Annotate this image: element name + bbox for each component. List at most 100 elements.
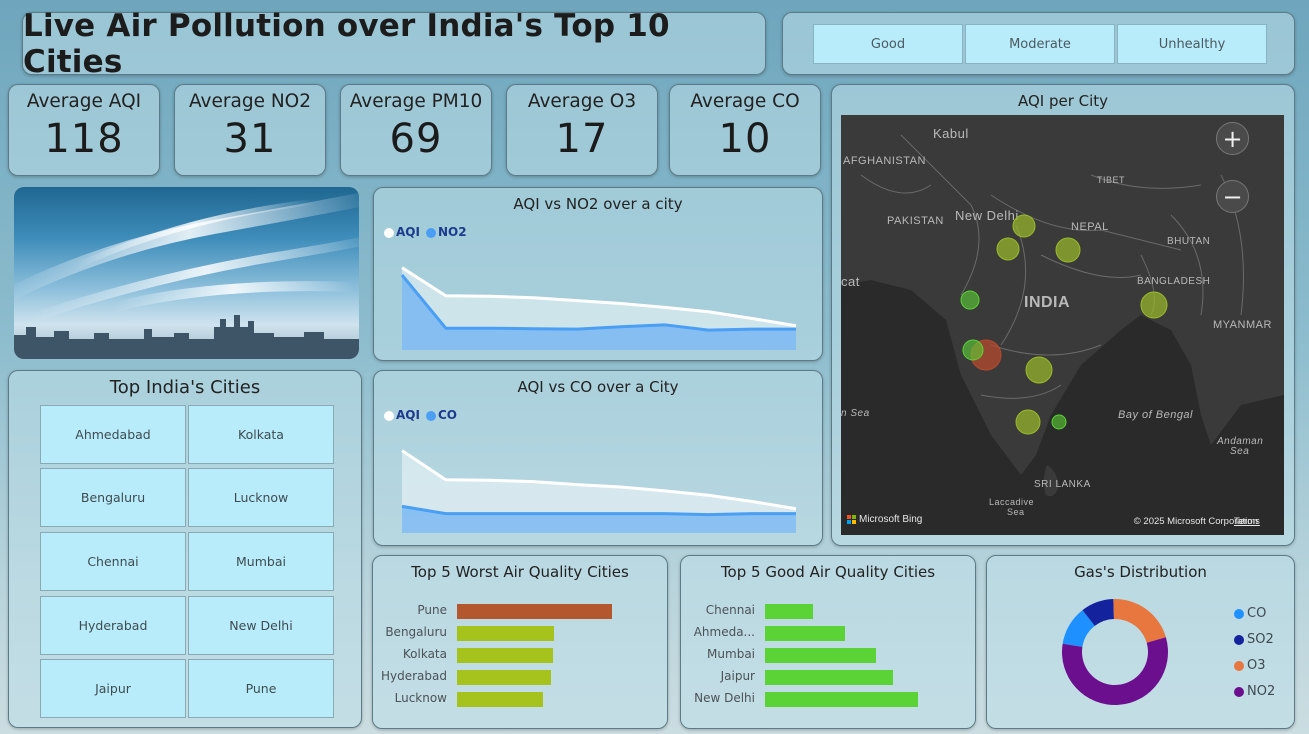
data-point[interactable] bbox=[532, 297, 534, 299]
bar[interactable] bbox=[765, 626, 845, 641]
data-point[interactable] bbox=[663, 512, 665, 514]
data-point[interactable] bbox=[576, 512, 578, 514]
legend-item-aqi[interactable]: AQI bbox=[384, 225, 420, 239]
data-point[interactable] bbox=[401, 274, 403, 276]
zoom-in-button[interactable]: + bbox=[1216, 122, 1249, 155]
donut-slice-no2[interactable] bbox=[1062, 637, 1168, 705]
series-line-aqi[interactable] bbox=[401, 266, 797, 328]
legend-item-aqi[interactable]: AQI bbox=[384, 408, 420, 422]
city-button[interactable]: Mumbai bbox=[188, 532, 334, 591]
data-point[interactable] bbox=[663, 306, 665, 308]
data-point[interactable] bbox=[445, 327, 447, 329]
data-point[interactable] bbox=[663, 324, 665, 326]
legend-item-co[interactable]: CO bbox=[425, 408, 457, 422]
kpi-label: Average PM10 bbox=[349, 91, 483, 112]
data-point[interactable] bbox=[795, 328, 797, 330]
bar[interactable] bbox=[765, 692, 918, 707]
data-point[interactable] bbox=[532, 327, 534, 329]
map-label: AFGHANISTAN bbox=[843, 155, 926, 167]
data-point[interactable] bbox=[532, 480, 534, 482]
city-button[interactable]: Kolkata bbox=[188, 405, 334, 464]
bar[interactable] bbox=[765, 604, 813, 619]
city-button[interactable]: Lucknow bbox=[188, 468, 334, 527]
bar[interactable] bbox=[457, 626, 554, 641]
data-point[interactable] bbox=[445, 512, 447, 514]
legend-item-co[interactable]: CO bbox=[1234, 606, 1266, 621]
bar[interactable] bbox=[457, 670, 551, 685]
legend-item-no2[interactable]: NO2 bbox=[1234, 684, 1275, 699]
city-button[interactable]: Jaipur bbox=[40, 659, 186, 718]
data-point[interactable] bbox=[663, 490, 665, 492]
good-cities-chart: Top 5 Good Air Quality Cities Chennai Ahm… bbox=[680, 555, 976, 729]
data-point[interactable] bbox=[488, 512, 490, 514]
bar[interactable] bbox=[457, 604, 612, 619]
city-button[interactable]: Hyderabad bbox=[40, 596, 186, 655]
data-point[interactable] bbox=[401, 266, 403, 268]
city-button[interactable]: Chennai bbox=[40, 532, 186, 591]
donut-slice-o3[interactable] bbox=[1113, 599, 1166, 643]
legend-item-so2[interactable]: SO2 bbox=[1234, 632, 1274, 647]
legend-item-no2[interactable]: NO2 bbox=[425, 225, 467, 239]
donut-slice-co[interactable] bbox=[1062, 610, 1095, 647]
map-label: BANGLADESH bbox=[1137, 276, 1211, 287]
zoom-out-button[interactable]: − bbox=[1216, 180, 1249, 213]
area-chart-plot bbox=[401, 449, 797, 533]
donut-slice-so2[interactable] bbox=[1082, 599, 1114, 626]
data-point[interactable] bbox=[401, 505, 403, 507]
legend-label: SO2 bbox=[1247, 632, 1274, 647]
data-point[interactable] bbox=[576, 483, 578, 485]
data-point[interactable] bbox=[488, 295, 490, 297]
bar-category-label: Jaipur bbox=[720, 669, 755, 683]
data-point[interactable] bbox=[576, 299, 578, 301]
data-point[interactable] bbox=[620, 512, 622, 514]
data-point[interactable] bbox=[751, 328, 753, 330]
data-point[interactable] bbox=[620, 302, 622, 304]
map-label: BHUTAN bbox=[1167, 236, 1211, 247]
data-point[interactable] bbox=[795, 508, 797, 510]
data-point[interactable] bbox=[751, 317, 753, 319]
data-point[interactable] bbox=[707, 311, 709, 313]
data-point[interactable] bbox=[620, 326, 622, 328]
map-label: PAKISTAN bbox=[887, 215, 944, 227]
bing-label: Microsoft Bing bbox=[859, 514, 923, 525]
series-line-co[interactable] bbox=[401, 504, 796, 517]
kpi-value: 17 bbox=[555, 116, 609, 162]
series-line-aqi[interactable] bbox=[401, 449, 797, 511]
city-button[interactable]: New Delhi bbox=[188, 596, 334, 655]
data-point[interactable] bbox=[445, 479, 447, 481]
data-point[interactable] bbox=[707, 513, 709, 515]
legend-item-o3[interactable]: O3 bbox=[1234, 658, 1266, 673]
kpi-average-no2: Average NO2 31 bbox=[174, 84, 326, 176]
bar[interactable] bbox=[765, 670, 893, 685]
aqi-vs-co-chart: AQI vs CO over a City AQI CO bbox=[373, 370, 823, 546]
data-point[interactable] bbox=[488, 327, 490, 329]
city-button[interactable]: Bengaluru bbox=[40, 468, 186, 527]
data-point[interactable] bbox=[707, 329, 709, 331]
bar[interactable] bbox=[457, 692, 543, 707]
bar-category-label: Pune bbox=[417, 603, 447, 617]
aqi-map[interactable]: Kabul AFGHANISTAN TIBET PAKISTAN New Del… bbox=[841, 115, 1284, 535]
filter-moderate-button[interactable]: Moderate bbox=[965, 24, 1115, 64]
data-point[interactable] bbox=[795, 512, 797, 514]
data-point[interactable] bbox=[707, 494, 709, 496]
data-point[interactable] bbox=[576, 328, 578, 330]
data-point[interactable] bbox=[751, 512, 753, 514]
map-terms-link[interactable]: Terms bbox=[1234, 516, 1260, 527]
data-point[interactable] bbox=[401, 449, 403, 451]
data-point[interactable] bbox=[795, 325, 797, 327]
bar-category-label: Bengaluru bbox=[385, 625, 447, 639]
city-button[interactable]: Ahmedabad bbox=[40, 405, 186, 464]
bar[interactable] bbox=[457, 648, 554, 663]
data-point[interactable] bbox=[620, 486, 622, 488]
chart-title: AQI vs NO2 over a city bbox=[513, 195, 683, 213]
worst-cities-chart: Top 5 Worst Air Quality Cities Pune Benga… bbox=[372, 555, 668, 729]
filter-good-button[interactable]: Good bbox=[813, 24, 963, 64]
data-point[interactable] bbox=[488, 479, 490, 481]
bar[interactable] bbox=[765, 648, 876, 663]
series-line-no2[interactable] bbox=[400, 273, 796, 332]
data-point[interactable] bbox=[445, 295, 447, 297]
city-button[interactable]: Pune bbox=[188, 659, 334, 718]
data-point[interactable] bbox=[751, 500, 753, 502]
filter-unhealthy-button[interactable]: Unhealthy bbox=[1117, 24, 1267, 64]
data-point[interactable] bbox=[532, 512, 534, 514]
